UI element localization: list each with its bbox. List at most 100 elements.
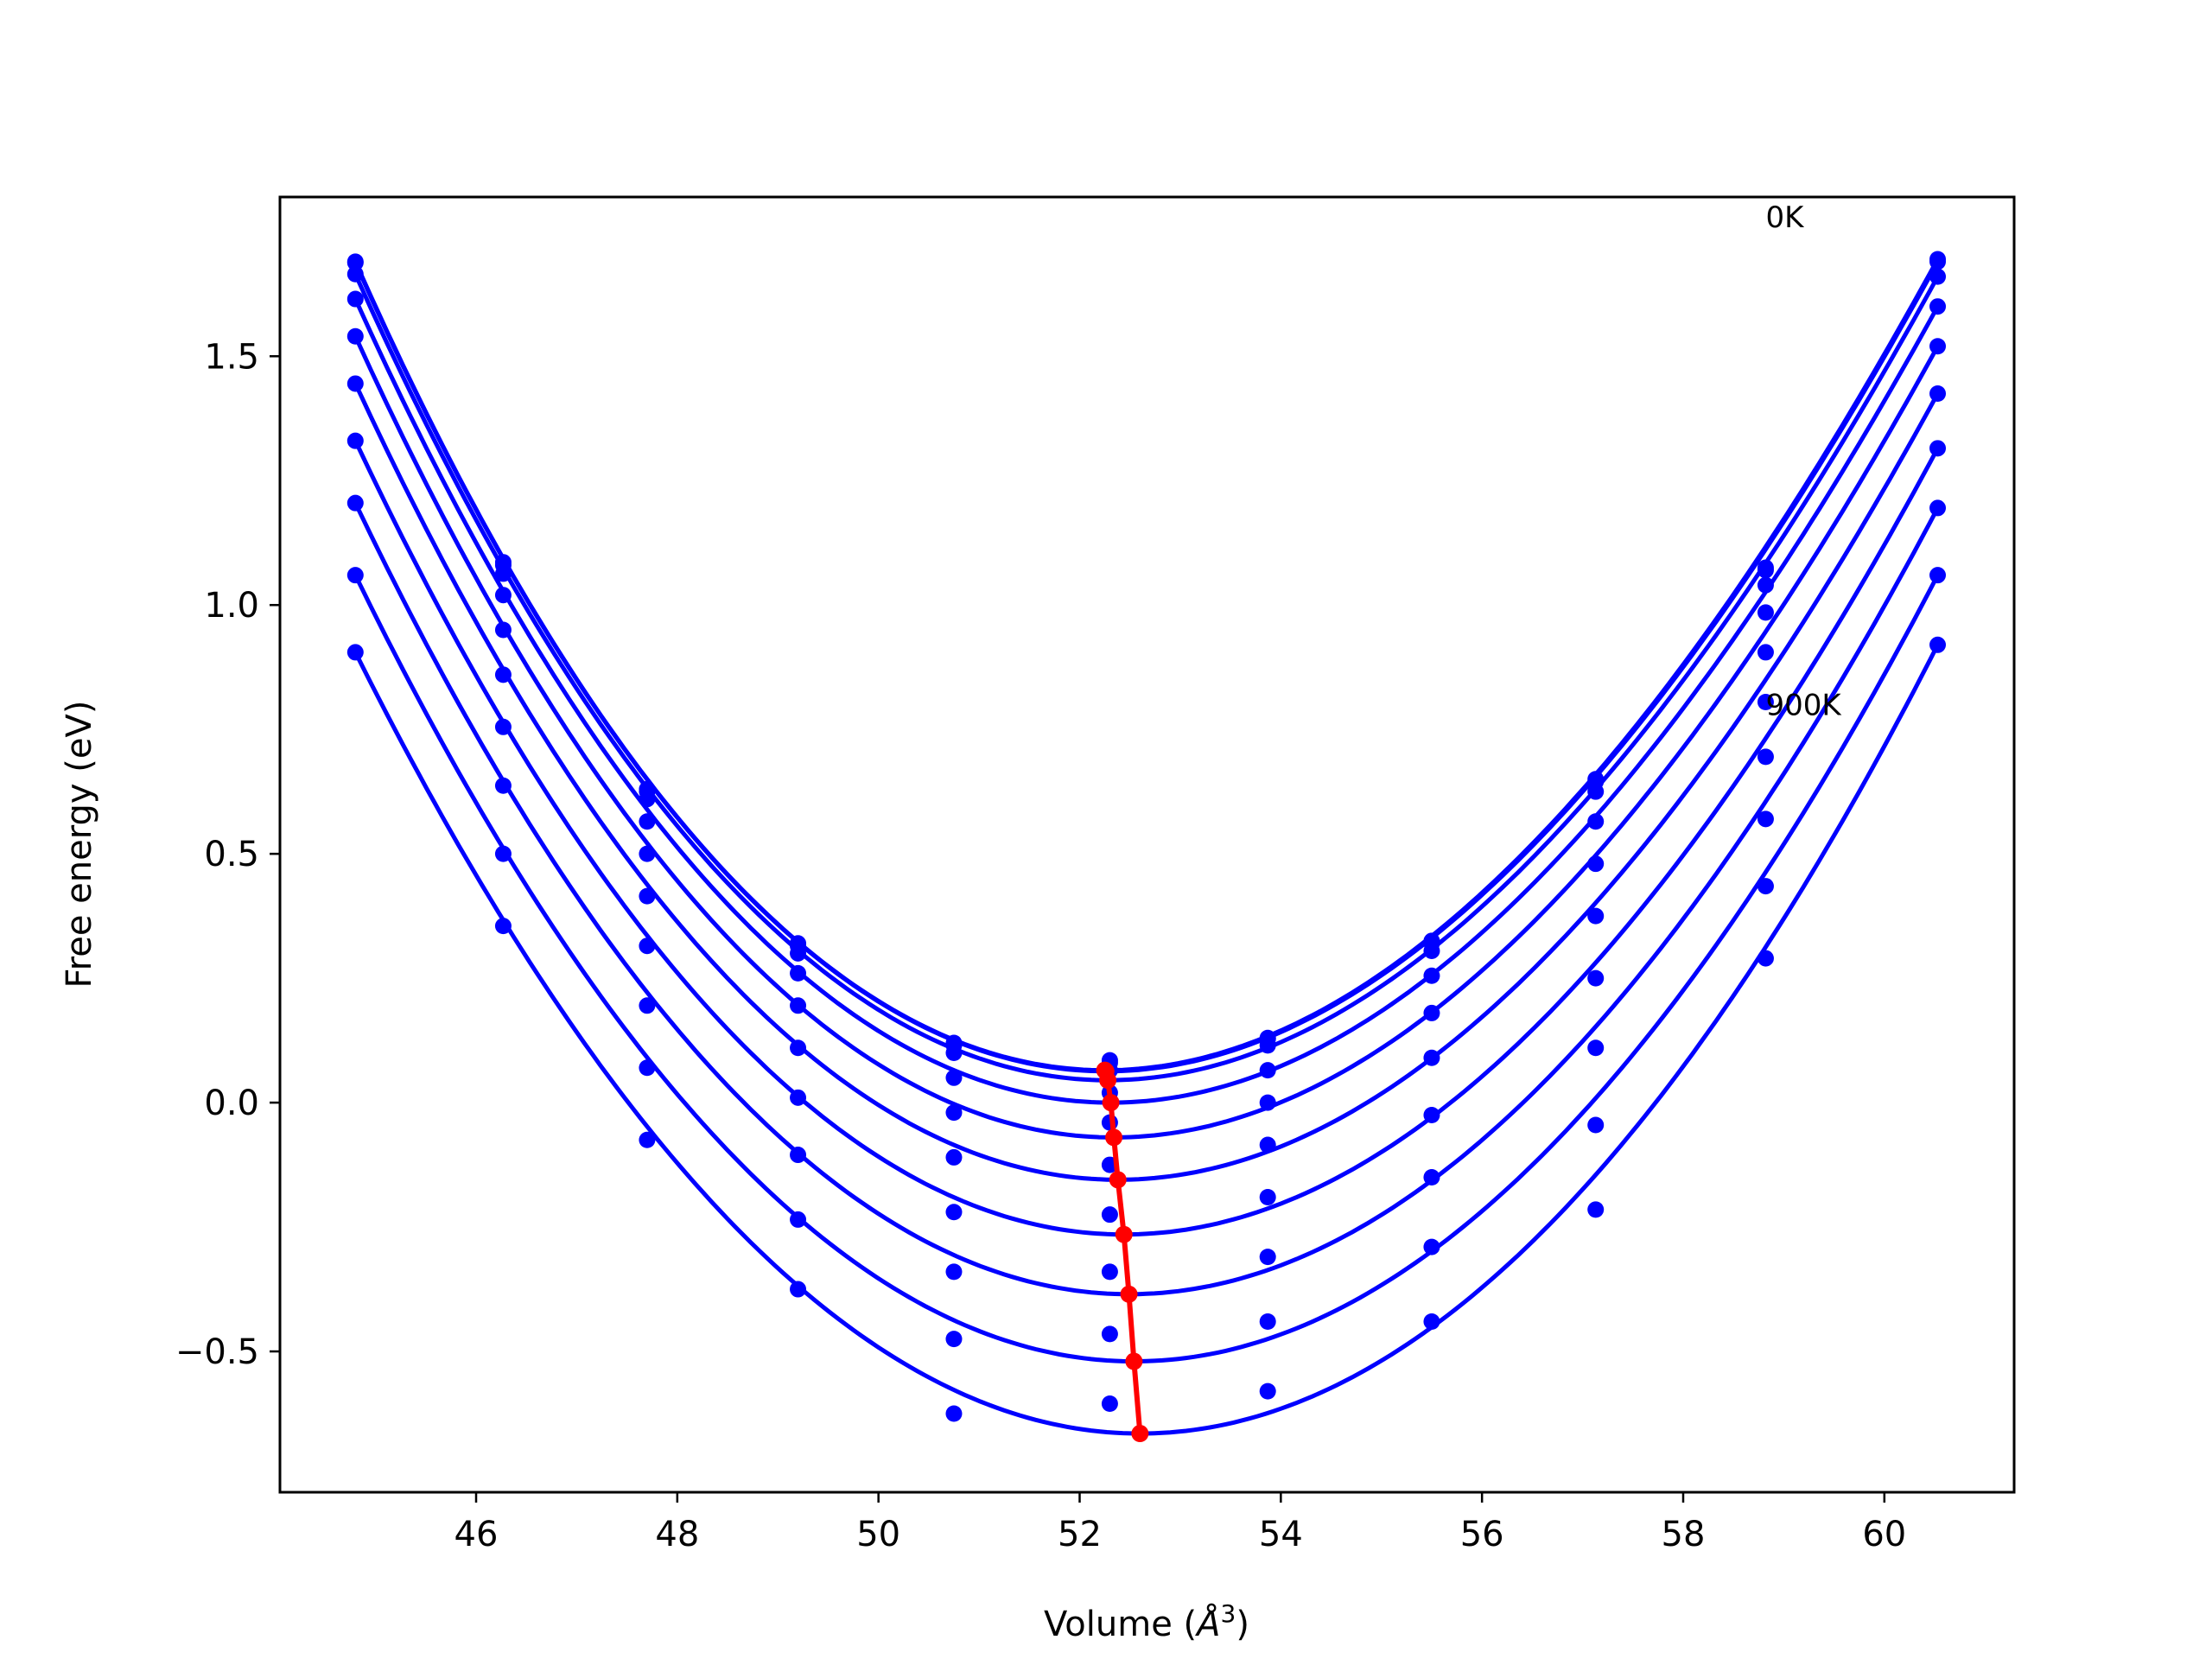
- data-point-200K: [346, 265, 364, 283]
- y-tick-label: −0.5: [175, 1332, 259, 1372]
- data-point-700K: [1423, 1168, 1440, 1185]
- data-point-600K: [1929, 440, 1947, 457]
- data-point-600K: [1423, 1106, 1440, 1123]
- data-point-800K: [1929, 567, 1947, 584]
- minimum-point-900K: [1131, 1425, 1149, 1443]
- data-point-900K: [945, 1405, 963, 1422]
- data-point-500K: [945, 1148, 963, 1166]
- y-tick-label: 0.5: [204, 835, 259, 874]
- data-point-500K: [790, 1039, 807, 1057]
- fit-curve-700K: [353, 502, 1940, 1297]
- data-point-400K: [639, 845, 656, 862]
- data-point-700K: [1259, 1249, 1276, 1266]
- x-tick-label: 54: [1259, 1515, 1303, 1554]
- data-point-400K: [1757, 644, 1774, 661]
- y-axis-label: Free energy (eV): [60, 701, 99, 988]
- data-point-800K: [494, 845, 512, 862]
- axes-frame: [278, 195, 2016, 1494]
- x-tick-label: 56: [1460, 1515, 1504, 1554]
- data-point-100K: [1757, 562, 1774, 579]
- data-point-200K: [1259, 1037, 1276, 1054]
- data-point-800K: [945, 1331, 963, 1348]
- fit-curve-400K: [353, 335, 1940, 1140]
- data-point-200K: [945, 1045, 963, 1062]
- data-point-300K: [945, 1069, 963, 1086]
- plot-area: 0K 900K: [346, 200, 1947, 1443]
- data-point-800K: [1101, 1325, 1118, 1343]
- data-point-500K: [639, 887, 656, 905]
- data-point-400K: [1929, 338, 1947, 355]
- x-axis: 46 48 50 52 54 56 58 60: [454, 1492, 1906, 1554]
- data-point-800K: [790, 1211, 807, 1228]
- data-point-800K: [639, 1059, 656, 1077]
- data-point-500K: [494, 666, 512, 683]
- x-axis-label: Volume (Å3): [1044, 1599, 1249, 1644]
- data-point-900K: [346, 644, 364, 661]
- fit-curve-300K: [353, 298, 1940, 1105]
- data-point-700K: [945, 1263, 963, 1281]
- data-point-300K: [1587, 813, 1605, 830]
- data-point-900K: [790, 1281, 807, 1298]
- x-tick-label: 52: [1058, 1515, 1102, 1554]
- data-point-800K: [1757, 878, 1774, 895]
- data-point-400K: [346, 327, 364, 345]
- data-point-500K: [1587, 907, 1605, 925]
- data-point-500K: [1423, 1049, 1440, 1066]
- data-point-200K: [1929, 268, 1947, 285]
- data-point-900K: [1423, 1313, 1440, 1330]
- temperature-annotation: 900K: [1765, 688, 1842, 722]
- data-point-600K: [639, 938, 656, 955]
- data-point-300K: [1929, 298, 1947, 315]
- data-point-500K: [1757, 694, 1774, 711]
- data-point-200K: [790, 944, 807, 962]
- x-tick-label: 48: [655, 1515, 699, 1554]
- minimum-point-500K: [1109, 1171, 1127, 1189]
- data-point-600K: [945, 1204, 963, 1221]
- data-point-400K: [945, 1104, 963, 1122]
- temperature-annotation: 0K: [1765, 200, 1805, 235]
- data-point-300K: [346, 290, 364, 308]
- fit-curve-800K: [353, 574, 1940, 1363]
- minimum-point-700K: [1120, 1285, 1138, 1303]
- x-tick-label: 58: [1662, 1515, 1706, 1554]
- data-point-700K: [1929, 499, 1947, 517]
- data-point-600K: [1259, 1189, 1276, 1206]
- y-tick-label: 1.0: [204, 586, 259, 626]
- data-point-100K: [346, 254, 364, 271]
- data-point-200K: [639, 791, 656, 808]
- data-point-100K: [1929, 253, 1947, 270]
- data-point-400K: [1423, 1004, 1440, 1021]
- data-point-400K: [494, 621, 512, 639]
- data-point-700K: [1757, 810, 1774, 828]
- data-point-500K: [1929, 385, 1947, 402]
- data-point-600K: [1757, 748, 1774, 766]
- minimum-point-300K: [1102, 1094, 1120, 1112]
- data-point-800K: [346, 567, 364, 584]
- data-point-800K: [1259, 1313, 1276, 1330]
- data-point-800K: [1423, 1238, 1440, 1255]
- data-point-200K: [1757, 576, 1774, 594]
- data-point-700K: [790, 1147, 807, 1164]
- y-tick-label: 1.5: [204, 337, 259, 377]
- x-tick-label: 60: [1862, 1515, 1906, 1554]
- data-point-300K: [790, 964, 807, 982]
- data-point-300K: [1423, 967, 1440, 984]
- data-point-300K: [1259, 1062, 1276, 1079]
- x-tick-label: 46: [454, 1515, 499, 1554]
- data-point-800K: [1587, 1116, 1605, 1134]
- data-point-400K: [1259, 1094, 1276, 1111]
- data-point-300K: [494, 587, 512, 604]
- data-point-500K: [346, 375, 364, 392]
- fit-curve-200K: [353, 273, 1940, 1083]
- y-tick-label: 0.0: [204, 1084, 259, 1123]
- minimum-point-600K: [1115, 1225, 1133, 1243]
- data-point-900K: [1587, 1201, 1605, 1218]
- data-point-600K: [346, 432, 364, 449]
- data-point-900K: [1929, 636, 1947, 653]
- data-point-600K: [1101, 1206, 1118, 1224]
- data-point-500K: [1259, 1136, 1276, 1154]
- data-point-700K: [1101, 1263, 1118, 1281]
- minimum-point-800K: [1125, 1352, 1143, 1370]
